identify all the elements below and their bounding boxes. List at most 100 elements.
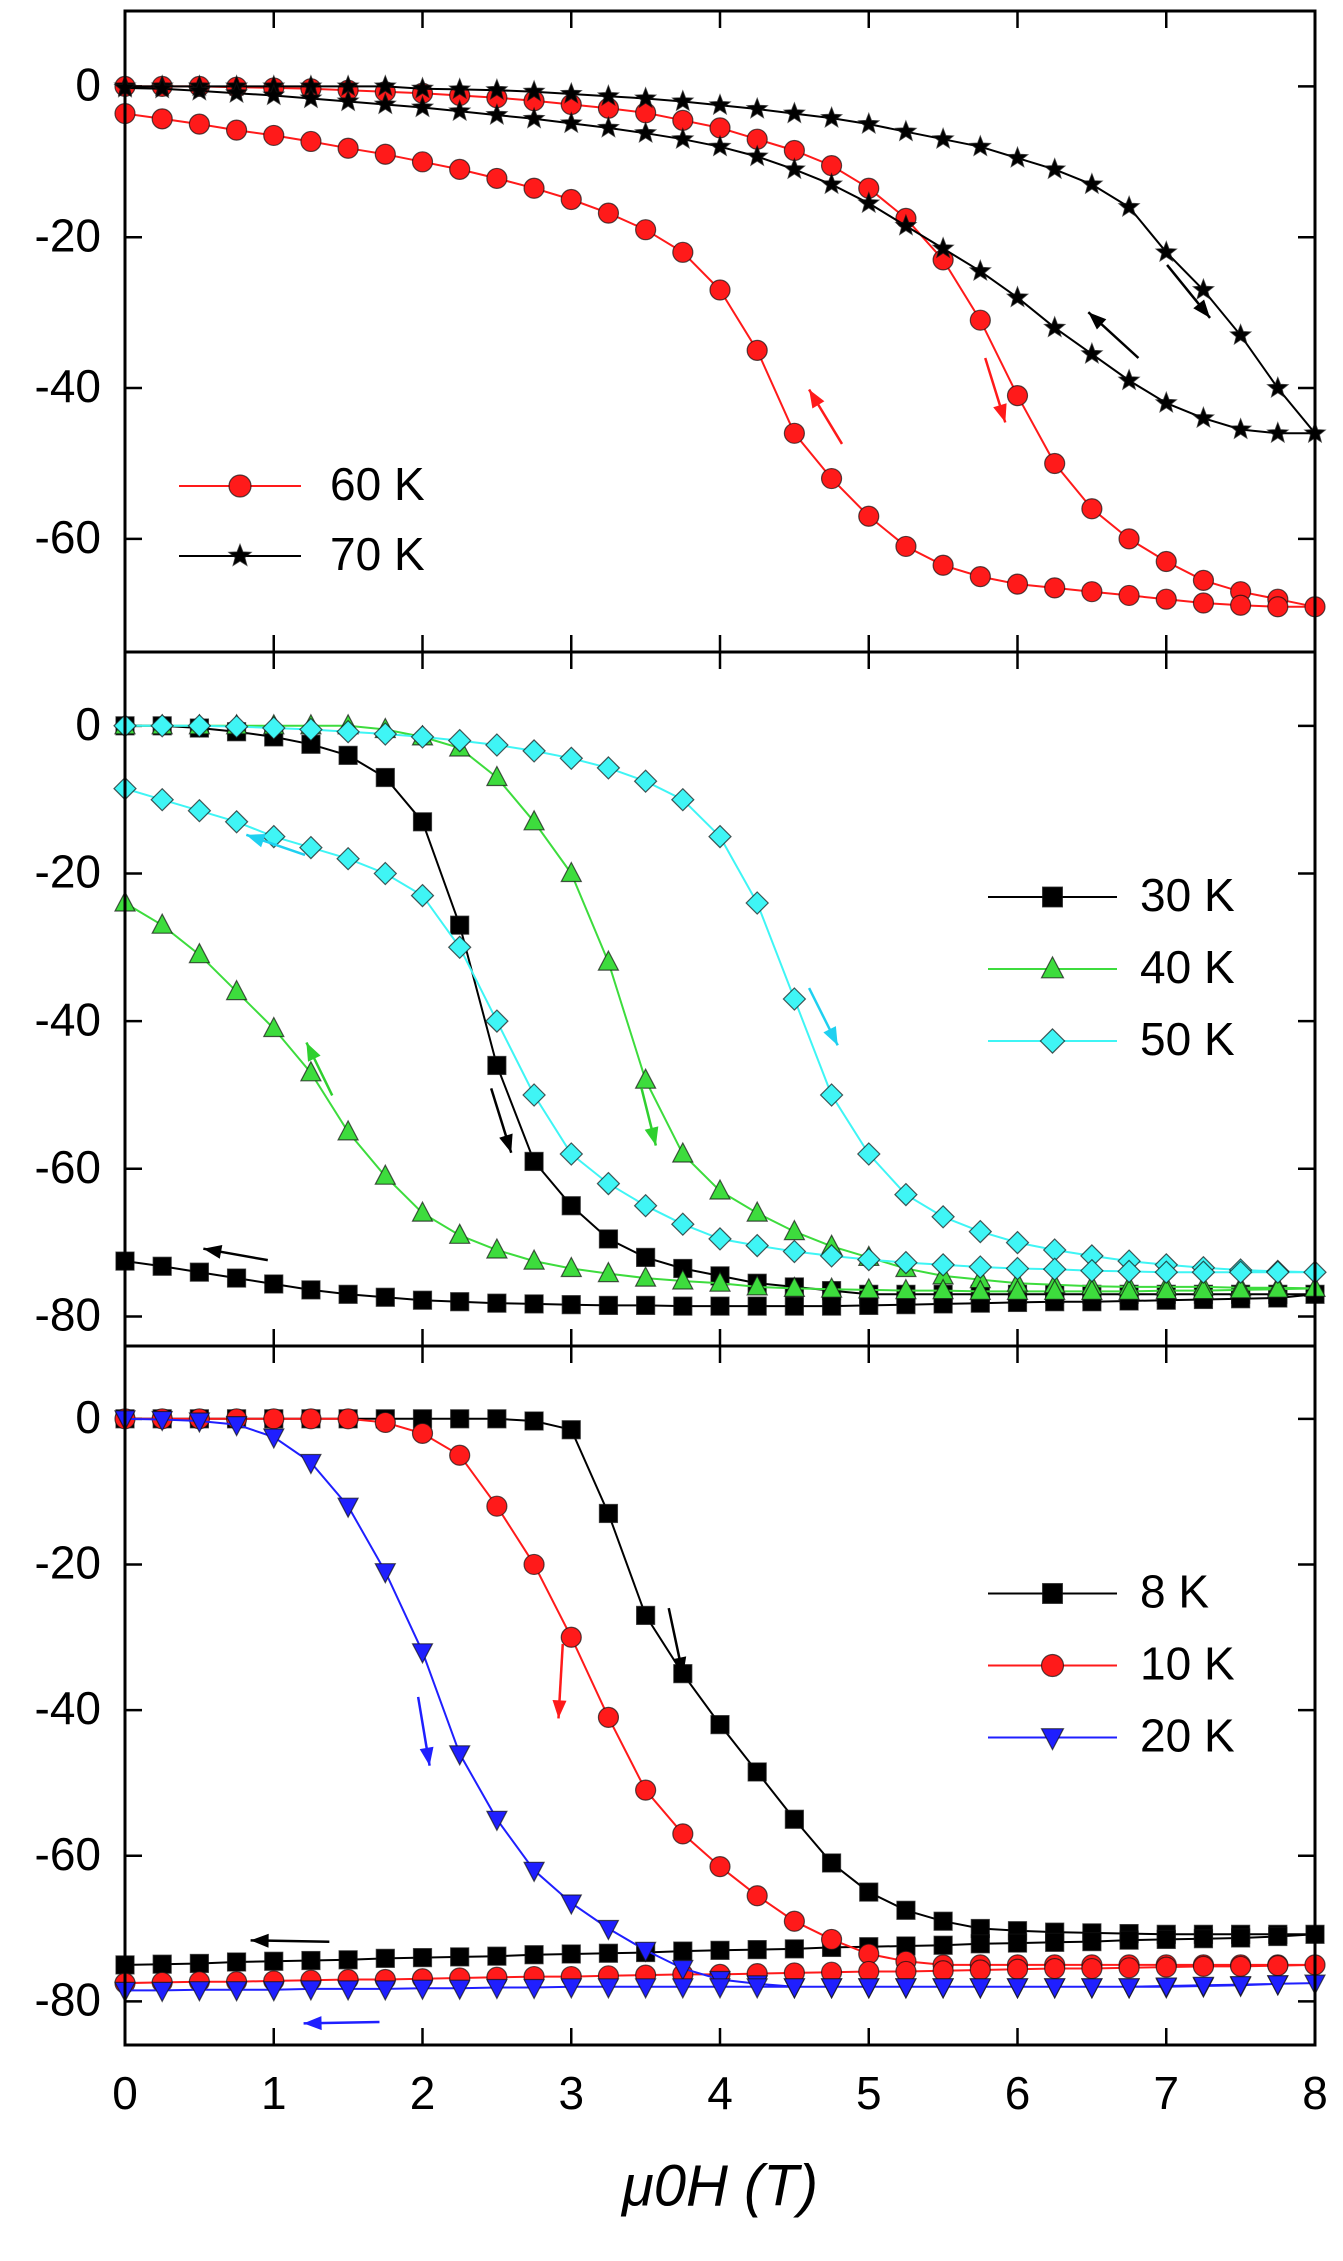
marker [299,1980,322,2002]
marker [411,151,434,173]
marker [634,121,658,144]
marker [968,134,992,157]
marker [1043,1279,1066,1301]
marker [187,713,212,738]
marker [709,279,731,301]
marker [894,1978,917,2000]
marker [597,1261,620,1283]
marker [783,1219,806,1241]
marker [411,1200,434,1222]
marker [782,101,806,124]
marker [782,1239,807,1264]
marker [1080,1279,1103,1301]
arrow-head [306,1042,321,1062]
marker [485,1978,508,2000]
marker [261,716,286,740]
marker [226,1268,247,1288]
marker [968,259,992,282]
marker [635,219,657,241]
marker [932,554,954,576]
marker [524,1294,544,1314]
marker [819,1244,844,1268]
marker [932,1960,954,1982]
marker [1156,1929,1176,1950]
marker [225,979,248,1001]
marker [709,1270,731,1292]
marker [300,1408,322,1430]
marker [523,177,545,199]
marker [189,1953,209,1974]
marker [559,746,584,771]
marker [1155,1977,1178,1999]
marker [1192,1955,1215,1977]
marker [188,942,211,964]
marker [375,1948,395,1968]
marker [1006,1279,1029,1301]
marker [447,935,472,960]
x-tick-label: 4 [707,2067,733,2119]
marker [1005,285,1030,308]
marker [560,1256,583,1278]
marker [709,1178,731,1200]
marker [708,134,732,157]
marker [931,236,955,259]
marker [487,1055,507,1076]
marker [410,95,435,118]
marker [374,143,396,165]
marker [338,1950,358,1970]
y-tick-label: -40 [35,1682,101,1734]
y-tick-label: -40 [35,360,101,412]
marker [783,422,805,444]
marker [1192,569,1215,591]
marker [1266,375,1290,398]
marker [857,1277,880,1299]
marker [819,1083,844,1107]
marker [671,89,695,112]
marker [225,81,249,104]
marker [152,1256,172,1276]
marker [188,1981,211,2002]
marker [635,102,657,124]
marker [188,113,210,135]
marker [859,1295,879,1315]
marker [337,137,359,159]
marker [598,1295,619,1315]
marker [745,1233,770,1258]
marker [225,1981,248,2002]
marker [784,1296,804,1316]
x-tick-label: 6 [1005,2067,1031,2119]
marker [523,1248,546,1270]
marker [745,891,770,915]
marker [485,1237,508,1259]
marker [449,158,471,180]
marker [1192,592,1215,614]
marker [1266,1276,1289,1298]
marker [299,835,323,860]
marker [337,1119,360,1141]
marker [597,949,620,971]
marker [597,1978,620,2000]
marker [262,83,286,106]
marker [820,172,844,195]
marker [1191,277,1215,300]
marker [820,467,843,490]
marker [1228,1260,1253,1285]
marker [747,1940,767,1960]
legend-label: 20 K [1140,1710,1235,1762]
marker [485,733,509,757]
legend-marker [1041,886,1063,908]
y-tick-label: -20 [35,209,101,261]
marker [745,144,769,167]
marker [487,1946,507,1966]
x-tick-label: 5 [856,2067,882,2119]
marker [523,1553,545,1576]
marker [1006,573,1029,595]
marker [1080,1978,1103,2000]
marker [374,1563,397,1584]
marker [746,1978,769,2000]
marker [374,1980,397,2002]
marker [1044,1957,1066,1980]
marker [859,1882,879,1902]
marker [412,1948,433,1968]
marker [559,1142,584,1166]
